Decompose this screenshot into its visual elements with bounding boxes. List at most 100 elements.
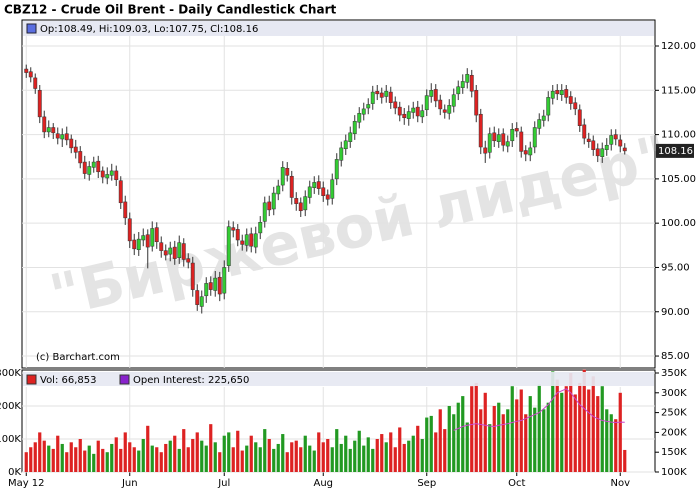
volume-bar xyxy=(330,447,334,472)
candle-body xyxy=(46,127,51,133)
candle-body xyxy=(334,159,339,180)
candle-body xyxy=(64,133,69,141)
y-tick-label: 85.00 xyxy=(661,351,690,362)
price-header xyxy=(23,21,654,36)
volume-bar xyxy=(186,447,190,472)
x-tick-label: Sep xyxy=(417,478,436,489)
y-tick-label: 120.00 xyxy=(661,41,696,52)
candle-body xyxy=(447,105,452,114)
candle-body xyxy=(298,202,303,212)
candle-body xyxy=(172,246,177,259)
y-tick-label: 300K xyxy=(0,368,21,379)
candle-body xyxy=(622,147,627,152)
volume-bar xyxy=(150,445,154,472)
candle-body xyxy=(145,234,150,248)
candle-body xyxy=(114,170,119,181)
volume-bar xyxy=(398,427,402,472)
candle-body xyxy=(28,71,33,78)
candle-body xyxy=(195,290,200,305)
candle-body xyxy=(492,132,497,142)
candle-body xyxy=(573,102,578,110)
volume-bar xyxy=(227,432,231,472)
volume-bar xyxy=(470,386,474,472)
x-tick-label: Jun xyxy=(121,478,138,489)
x-tick-label: May 12 xyxy=(8,478,45,489)
candle-body xyxy=(348,132,353,142)
candle-body xyxy=(294,198,299,204)
volume-bar xyxy=(119,448,123,472)
candle-body xyxy=(181,243,186,260)
candle-body xyxy=(33,77,38,89)
volume-bar xyxy=(371,448,375,472)
volume-bar xyxy=(420,439,424,472)
volume-bar xyxy=(173,435,177,472)
y2-tick-label: 100K xyxy=(661,467,687,478)
volume-bar xyxy=(614,419,618,472)
candle-body xyxy=(55,133,60,139)
volume-bar xyxy=(362,445,366,472)
volume-bar xyxy=(497,402,501,472)
volume-bar xyxy=(447,406,451,472)
volume-bar xyxy=(200,440,204,472)
volume-bar xyxy=(506,409,510,472)
candle-body xyxy=(361,108,366,115)
price-panel xyxy=(21,19,656,369)
candle-body xyxy=(222,267,227,294)
volume-bar xyxy=(488,424,492,472)
volume-bar xyxy=(479,409,483,472)
candle-body xyxy=(150,228,155,247)
candle-body xyxy=(69,138,74,149)
candle-body xyxy=(168,247,173,255)
candle-body xyxy=(604,144,609,150)
candle-body xyxy=(370,91,375,104)
candle-body xyxy=(532,127,537,148)
y-tick-label: 100K xyxy=(0,434,21,445)
candle-body xyxy=(442,109,447,113)
candle-body xyxy=(501,133,506,146)
volume-bar xyxy=(528,396,532,472)
volume-bar xyxy=(551,371,555,472)
candle-body xyxy=(433,89,438,102)
volume-bar xyxy=(591,376,595,472)
candle-body xyxy=(343,140,348,150)
volume-bar xyxy=(132,447,136,472)
y-tick-label: 200K xyxy=(0,401,21,412)
candle-body xyxy=(460,81,465,88)
volume-bar xyxy=(164,443,168,472)
volume-bar xyxy=(213,442,217,472)
candle-body xyxy=(618,139,623,147)
candle-body xyxy=(82,161,87,174)
volume-bar xyxy=(263,429,267,472)
volume-bar xyxy=(366,437,370,472)
candle-body xyxy=(280,167,285,186)
volume-bar xyxy=(38,432,42,472)
candle-body xyxy=(537,119,542,129)
volume-bar xyxy=(434,432,438,472)
candle-body xyxy=(253,233,258,248)
volume-bar xyxy=(344,435,348,472)
y-tick-label: 0K xyxy=(8,467,21,478)
volume-bar xyxy=(51,448,55,472)
candle-body xyxy=(159,242,164,251)
volume-bar xyxy=(191,439,195,472)
y2-tick-label: 350K xyxy=(661,368,687,379)
candle-body xyxy=(375,90,380,95)
candle-body xyxy=(519,131,524,152)
volume-bar xyxy=(56,435,60,472)
candle-body xyxy=(276,185,281,195)
candle-body xyxy=(456,86,461,95)
volume-bar xyxy=(218,452,222,472)
candle-body xyxy=(330,179,335,199)
volume-bar xyxy=(582,369,586,472)
volume-bar xyxy=(249,435,253,472)
volume-bar xyxy=(375,439,379,472)
volume-bar xyxy=(425,417,429,472)
candle-body xyxy=(609,135,614,145)
volume-bar xyxy=(209,424,213,472)
volume-bar xyxy=(281,434,285,472)
volume-bar xyxy=(92,453,96,472)
volume-bar xyxy=(524,414,528,472)
volume-bar xyxy=(519,389,523,472)
candle-body xyxy=(312,182,317,188)
candle-body xyxy=(415,106,420,117)
